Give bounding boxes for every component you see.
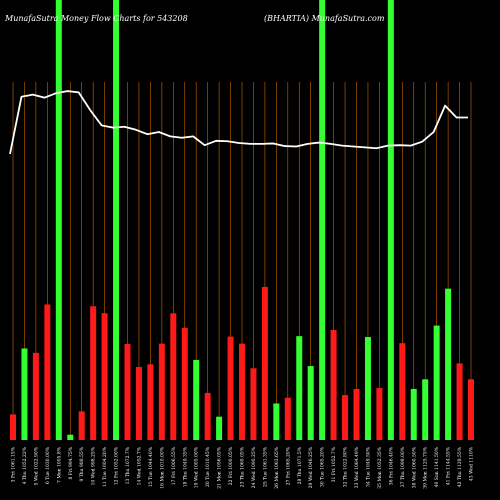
x-tick-label: 11 Tue 1004.20%: [102, 446, 108, 487]
x-tick-label: 13 Thu 1072.7%: [125, 446, 131, 484]
line-series: [9, 90, 468, 155]
bar-down: [456, 363, 463, 440]
bar-down: [204, 392, 211, 440]
bar-down: [342, 395, 349, 440]
bar-down: [124, 344, 131, 440]
bar-up: [387, 0, 394, 440]
bar-down: [227, 336, 234, 440]
bar-up: [193, 359, 200, 440]
x-tick-label: 17 Fri 1006.55%: [171, 446, 177, 485]
x-tick-label: 16 Mon 1010.00%: [159, 446, 165, 488]
x-tick-label: 36 Fri 1046.40%: [388, 446, 394, 485]
bar-up: [67, 434, 74, 440]
bar-up: [422, 379, 429, 440]
x-tick-label: 22 Fri 1000.05%: [228, 446, 234, 485]
x-tick-label: 30 Tue 1065.20%: [320, 446, 326, 487]
bar-down: [284, 397, 291, 440]
bar-down: [90, 306, 97, 440]
x-tick-label: 5 Wed 1022.90%: [33, 446, 39, 485]
bar-up: [273, 403, 280, 440]
bar-down: [10, 414, 16, 440]
x-tick-label: 35 Mon 1052.35%: [377, 446, 383, 488]
bar-down: [101, 313, 108, 440]
bar-down: [376, 388, 383, 440]
x-tick-label: 27 Fri 1065.20%: [285, 446, 291, 485]
bar-down: [158, 343, 165, 440]
x-tick-label: 20 Tue 1010.45%: [205, 446, 211, 487]
x-tick-label: 25 Tue 1061.35%: [262, 446, 268, 487]
bar-down: [468, 379, 474, 440]
bar-up: [410, 388, 417, 440]
chart-title-left: MunafaSutra Money Flow Charts for 543208: [4, 14, 188, 23]
bar-up: [113, 0, 120, 440]
bar-down: [181, 327, 188, 440]
bar-down: [330, 330, 337, 440]
bar-up: [216, 416, 223, 440]
bar-down: [147, 364, 154, 440]
bar-up: [55, 0, 62, 440]
money-flow-line: [9, 90, 468, 155]
x-tick-label: 14 Wed 1052.7%: [136, 446, 142, 485]
x-tick-label: 34 Tue 1049.50%: [365, 446, 371, 487]
bar-down: [44, 304, 51, 440]
bar-up: [319, 0, 326, 440]
bar-up: [21, 348, 28, 440]
bar-down: [261, 286, 268, 440]
bar-up: [433, 325, 440, 440]
x-tick-label: 9 Thu 988.55%: [79, 446, 85, 481]
x-tick-label: 21 Mon 1056.05%: [217, 446, 223, 488]
x-tick-label: 15 Tue 1044.40%: [148, 446, 154, 487]
x-tick-label: 26 Mon 1063.65%: [274, 446, 280, 488]
x-tick-label: 41 Fri 1144.55%: [446, 446, 452, 485]
x-tick-label: 31 Fri 1052.7%: [331, 446, 337, 482]
x-tick-label: 8 Fri 994.75%: [68, 446, 74, 479]
x-tick-label: 19 Wed 1005.00%: [194, 446, 200, 488]
bar-down: [250, 368, 257, 440]
bar-up: [445, 288, 452, 440]
x-tick-label: 6 Tue 1030.00%: [45, 446, 51, 484]
x-tick-label: 39 Mon 1125.75%: [423, 446, 429, 488]
bar-up: [296, 336, 303, 440]
x-tick-label: 32 Thu 1022.80%: [343, 446, 349, 487]
x-tick-label: 42 Thu 1128.55%: [457, 446, 463, 487]
bar-up: [364, 337, 371, 440]
bar-down: [239, 343, 245, 440]
x-tick-label: 38 Wed 1060.50%: [411, 446, 417, 488]
x-tick-label: 3 Fri 1061.15%: [11, 446, 17, 482]
x-tick-label: 23 Thu 1060.05%: [240, 446, 246, 487]
x-tick-label: 37 Thu 1098.00%: [400, 446, 406, 487]
chart-title-right: (BHARTIA) MunafaSutra.com: [264, 14, 385, 23]
bar-up: [307, 366, 314, 440]
x-tick-label: 33 Wed 1064.49%: [354, 446, 360, 488]
x-tick-label: 28 Thu 1071.5%: [297, 446, 303, 484]
x-tick-label: 18 Thu 1049.35%: [182, 446, 188, 487]
x-tick-label: 7 Mon 1005.8%: [56, 446, 62, 483]
bar-down: [32, 352, 39, 440]
x-tick-label: 40 Sun 1141.50%: [434, 446, 440, 487]
x-tick-label: 10 Wed 998.25%: [91, 446, 97, 485]
x-tick-label: 29 Wed 1046.25%: [308, 446, 314, 488]
x-tick-label: 4 Thu 1052.22%: [22, 446, 28, 484]
bars: [10, 0, 474, 440]
bar-down: [353, 388, 360, 440]
x-tick-label: 43 Wed 1110%: [469, 446, 475, 481]
x-tick-label: 12 Fri 1052.00%: [114, 446, 120, 485]
bar-down: [78, 411, 85, 440]
bar-down: [135, 366, 142, 440]
bar-down: [170, 313, 177, 440]
x-axis-tick-labels: 3 Fri 1061.15% 4 Thu 1052.22% 5 Wed 1022.9…: [11, 446, 475, 488]
x-tick-label: 24 Wed 1090.25%: [251, 446, 257, 488]
bar-down: [399, 343, 406, 440]
